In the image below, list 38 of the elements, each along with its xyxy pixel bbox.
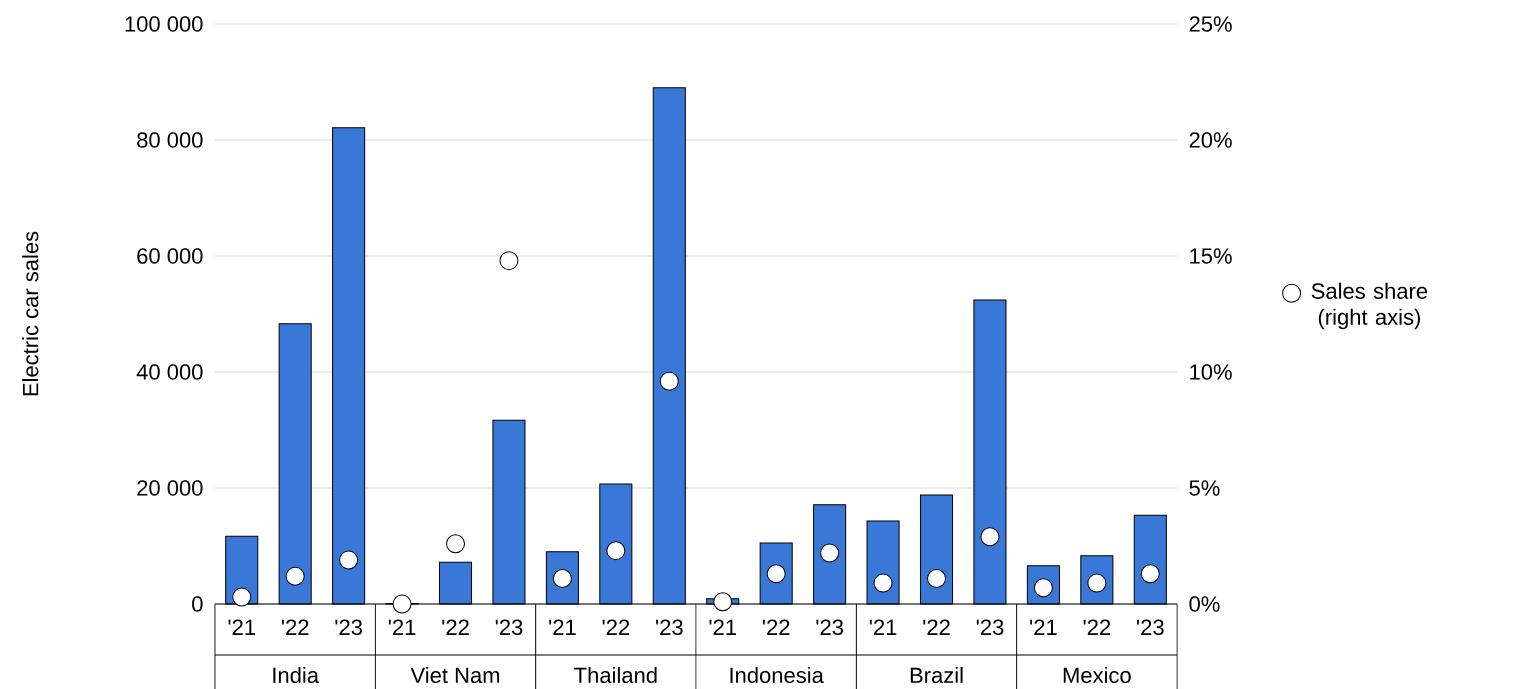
y2-tick-label: 0% — [1189, 596, 1220, 612]
text: India — [273, 666, 320, 684]
y2-tick-label: 10% — [1190, 364, 1232, 380]
y-tick-label: 100 000 — [125, 16, 203, 32]
x-tick-label: '21 — [709, 619, 736, 635]
x-tick-label: '21 — [1030, 619, 1057, 635]
x-tick-label: '23 — [656, 619, 683, 636]
x-tick-label: '21 — [228, 619, 255, 635]
text: Viet Nam — [410, 666, 500, 684]
y-tick-label: 40 000 — [136, 364, 203, 380]
text: Thailand — [574, 666, 657, 684]
x-tick-label: '21 — [549, 619, 576, 635]
y2-tick-label: 15% — [1190, 248, 1232, 264]
y-tick-label: 20 000 — [137, 480, 203, 496]
text: Mexico — [1063, 666, 1131, 684]
x-tick-label: '23 — [976, 619, 1004, 636]
x-tick-label: '23 — [816, 619, 843, 636]
text: Brazil — [910, 666, 963, 684]
x-tick-label: '22 — [923, 619, 950, 635]
x-tick-label: '22 — [281, 619, 309, 635]
x-tick-label: '22 — [762, 619, 790, 635]
y-axis-title: Electric car sales — [22, 231, 39, 396]
y-tick-label: 80 000 — [137, 132, 203, 148]
x-tick-label: '21 — [869, 619, 897, 635]
y2-tick-label: 25% — [1189, 16, 1232, 32]
x-tick-label: '21 — [388, 619, 416, 635]
text: Indonesia — [730, 666, 824, 684]
y-tick-label: 0 — [192, 596, 203, 612]
x-tick-label: '23 — [1137, 619, 1164, 636]
x-tick-label: '23 — [495, 619, 523, 636]
y-tick-label: 60 000 — [137, 248, 203, 264]
x-tick-label: '22 — [1083, 619, 1111, 635]
x-tick-label: '23 — [335, 619, 362, 636]
y2-tick-label: 20% — [1189, 132, 1232, 148]
legend-label: Sales share (right axis) — [1311, 282, 1428, 330]
x-tick-label: '22 — [442, 619, 469, 635]
y2-tick-label: 5% — [1189, 480, 1220, 496]
x-tick-label: '22 — [602, 619, 630, 635]
